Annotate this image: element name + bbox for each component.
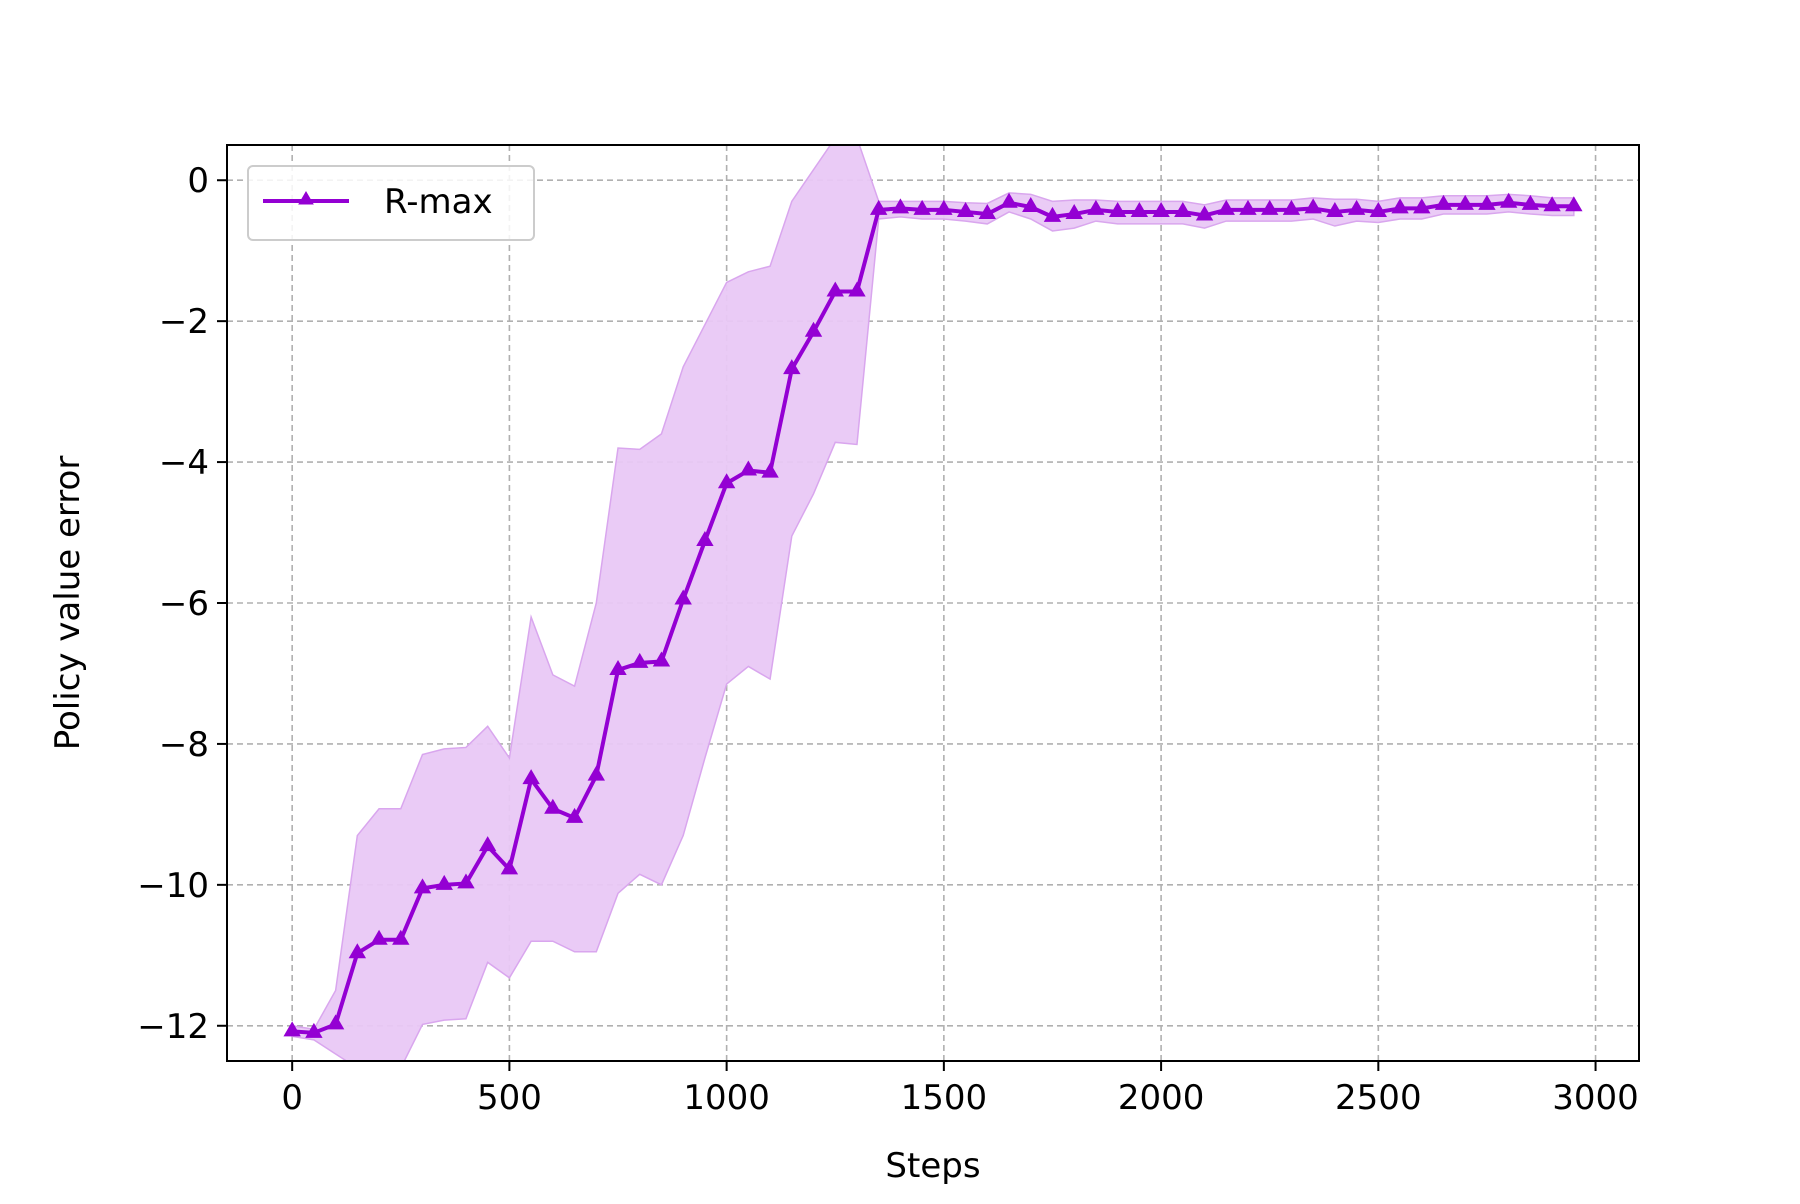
data-point-marker [631,652,649,668]
data-point-marker [783,359,801,375]
x-tick-label: 2000 [1118,1078,1205,1118]
data-point-marker [500,859,519,875]
data-point-marker [826,281,844,297]
confidence-band-layer [291,145,1575,1061]
data-point-marker [978,204,997,220]
data-point-marker [1391,198,1409,214]
data-point-marker [1521,194,1540,210]
data-point-marker [370,929,388,945]
data-point-marker [1000,192,1018,208]
data-point-marker [478,836,497,852]
data-point-marker [935,199,953,215]
y-tick-label: −8 [159,725,209,765]
y-tick-label: 0 [187,161,209,201]
data-point-marker [435,874,453,890]
data-point-marker [609,659,627,675]
data-point-marker [913,199,931,215]
x-tick-label: 2500 [1335,1078,1422,1118]
data-point-marker [1434,194,1453,210]
data-point-marker [1108,201,1127,217]
data-point-marker [1413,198,1431,214]
data-point-marker [674,589,692,605]
data-point-marker [1130,201,1149,217]
data-point-marker [348,943,367,959]
data-point-marker [544,798,562,814]
data-point-marker [1565,196,1583,212]
data-point-marker [804,321,823,337]
x-axis-label: Steps [885,1146,980,1186]
data-point-marker [305,1022,323,1038]
data-point-marker [1478,194,1496,210]
data-point-marker [956,201,975,217]
data-point-marker [1261,199,1279,215]
data-point-marker [717,473,736,489]
x-tick-label: 3000 [1552,1078,1639,1118]
data-point-marker [326,1014,345,1030]
y-axis-label: Policy value error [48,456,88,751]
data-point-marker [413,878,432,894]
data-point-marker [1022,197,1040,213]
y-tick-label: −2 [159,302,209,342]
x-tick-label: 500 [477,1078,542,1118]
marker-layer [283,192,1583,1038]
confidence-band [291,145,1575,1061]
data-point-marker [1369,201,1388,217]
legend-label: R-max [384,182,493,222]
data-point-marker [848,281,866,297]
x-axis-ticks: 0 500 1000 1500 2000 2500 3000 [281,1061,1639,1118]
y-tick-label: −6 [159,584,209,624]
data-point-marker [739,460,758,476]
data-point-marker [1282,199,1301,215]
data-point-marker [587,765,605,781]
data-point-marker [1043,206,1062,222]
data-point-marker [457,873,475,889]
y-axis-ticks: 0 −2 −4 −6 −8 −10 −12 [137,161,227,1047]
data-point-marker [1065,204,1083,220]
data-point-marker [761,462,779,478]
data-point-marker [522,769,540,785]
data-point-marker [652,651,671,667]
data-point-marker [1456,194,1474,210]
legend: R-max [247,165,535,241]
data-point-marker [1152,201,1170,217]
x-tick-label: 1000 [683,1078,770,1118]
data-point-marker [1087,199,1105,215]
data-point-marker [1239,199,1257,215]
data-point-marker [869,199,888,215]
data-point-marker [283,1021,301,1037]
data-point-marker [1326,201,1344,217]
data-point-marker [392,929,410,945]
legend-box [247,165,535,241]
y-tick-label: −12 [137,1007,209,1047]
data-point-marker [696,530,714,546]
data-point-marker [565,807,584,823]
legend-marker-sample [298,191,314,205]
data-point-marker [1543,196,1561,212]
data-point-marker [1499,192,1518,208]
data-point-marker [891,198,910,214]
x-tick-label: 0 [281,1078,303,1118]
data-point-marker [1304,198,1322,214]
data-point-marker [1195,205,1214,221]
data-point-marker [1217,199,1235,215]
y-tick-label: −4 [159,443,209,483]
y-tick-label: −10 [137,866,209,906]
data-point-marker [1347,199,1366,215]
x-tick-label: 1500 [901,1078,988,1118]
data-point-marker [1174,201,1192,217]
